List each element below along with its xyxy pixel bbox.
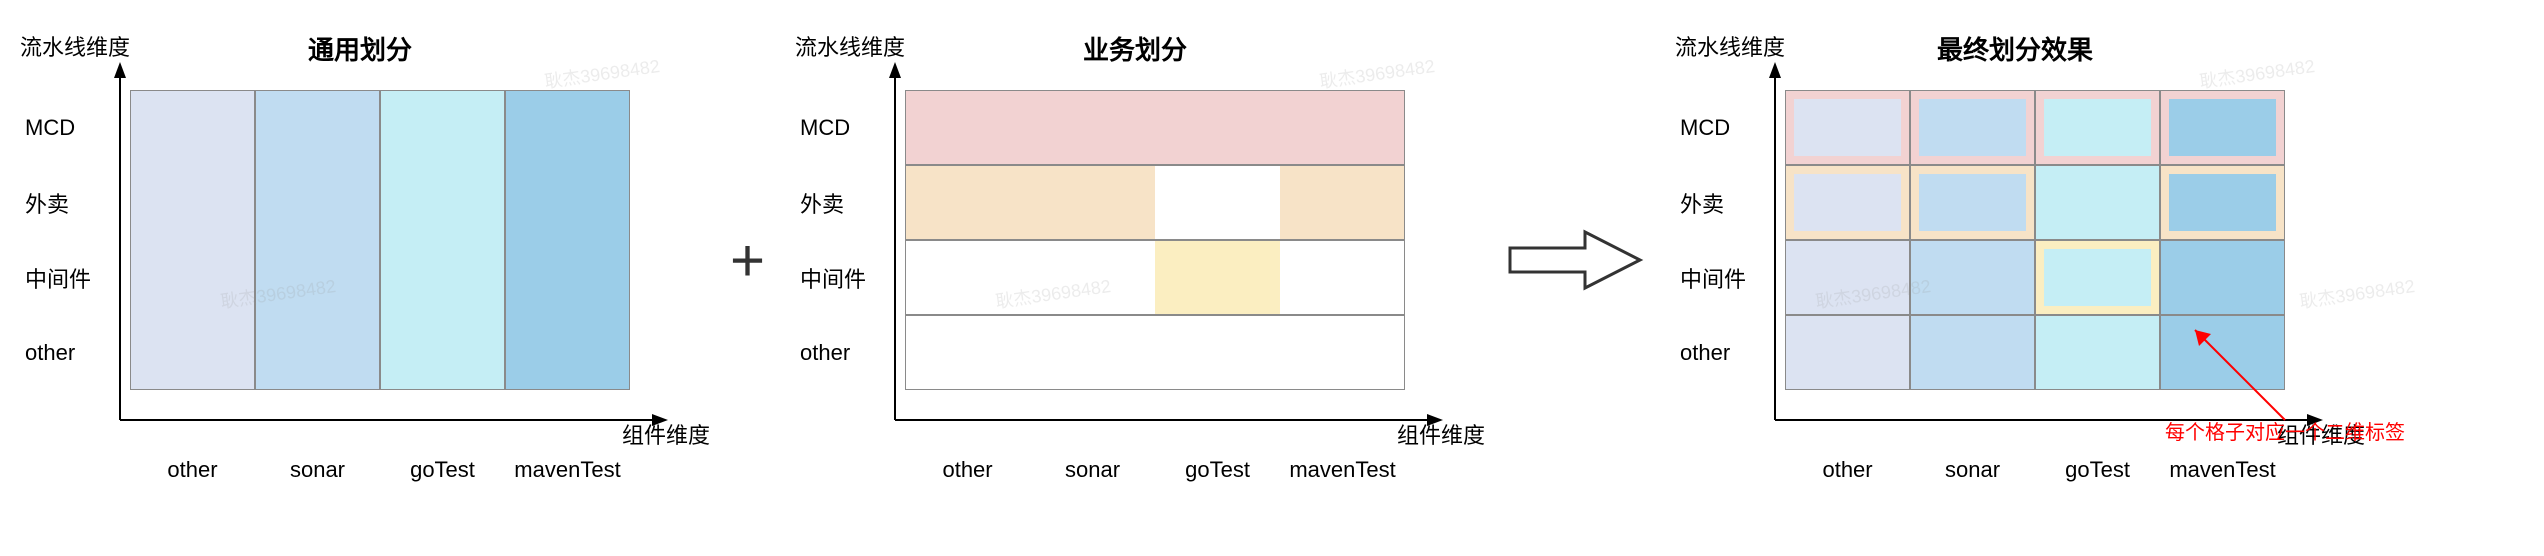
- x-tick: sonar: [1030, 450, 1155, 490]
- grid-cell: [1155, 166, 1280, 239]
- row-band: [905, 90, 1405, 165]
- grid-cell: [1280, 166, 1405, 239]
- x-tick: sonar: [1910, 450, 2035, 490]
- callout-text: 每个格子对应一个二维标签: [2165, 416, 2405, 445]
- grid-cell: [2035, 315, 2160, 390]
- x-tick: goTest: [380, 450, 505, 490]
- grid-cell: [1031, 316, 1156, 389]
- grid-cell: [1031, 91, 1156, 164]
- arrow-operator: [1505, 220, 1645, 300]
- grid-cell: [1280, 316, 1405, 389]
- y-tick: 中间件: [795, 240, 885, 315]
- grid-cell: [906, 91, 1031, 164]
- row-band: [905, 165, 1405, 240]
- panel2-grid: [905, 90, 1405, 390]
- inner-box: [2169, 174, 2276, 231]
- x-tick: mavenTest: [1280, 450, 1405, 490]
- grid-cell: [1031, 241, 1156, 314]
- column-band: [505, 90, 630, 390]
- diagram-container: 流水线维度 通用划分 MCD 外卖 中间件 other other sonar …: [20, 20, 2524, 500]
- panel-final: 流水线维度 最终划分效果 MCD 外卖 中间件 other other sona…: [1675, 20, 2355, 500]
- x-tick: sonar: [255, 450, 380, 490]
- grid-cell: [2160, 165, 2285, 240]
- panel1-grid: [130, 90, 630, 390]
- x-tick: other: [905, 450, 1030, 490]
- y-tick: MCD: [1675, 90, 1765, 165]
- y-tick: MCD: [20, 90, 110, 165]
- y-tick: other: [1675, 315, 1765, 390]
- grid-cell: [1910, 315, 2035, 390]
- grid-cell: [1031, 166, 1156, 239]
- x-ticks: other sonar goTest mavenTest: [1785, 450, 2285, 490]
- grid-cell: [2035, 165, 2160, 240]
- column-band: [130, 90, 255, 390]
- y-tick: 中间件: [20, 240, 110, 315]
- grid-cell: [2160, 90, 2285, 165]
- inner-box: [2044, 99, 2151, 156]
- grid-cell: [1910, 90, 2035, 165]
- x-axis-label: 组件维度: [1397, 418, 1485, 450]
- inner-box: [1919, 174, 2026, 231]
- grid-cell: [1155, 316, 1280, 389]
- x-tick: goTest: [1155, 450, 1280, 490]
- inner-box: [2044, 174, 2151, 231]
- row-band: [905, 315, 1405, 390]
- inner-box: [1794, 324, 1901, 381]
- inner-box: [1919, 249, 2026, 306]
- y-tick: 外卖: [795, 165, 885, 240]
- y-ticks: MCD 外卖 中间件 other: [1675, 90, 1765, 390]
- grid-cell: [2160, 240, 2285, 315]
- inner-box: [2169, 249, 2276, 306]
- grid-cell: [1280, 91, 1405, 164]
- panel-business: 流水线维度 业务划分 MCD 外卖 中间件 other other sonar …: [795, 20, 1475, 500]
- panel-generic: 流水线维度 通用划分 MCD 外卖 中间件 other other sonar …: [20, 20, 700, 500]
- y-tick: other: [20, 315, 110, 390]
- inner-box: [1794, 174, 1901, 231]
- grid-cell: [2035, 240, 2160, 315]
- grid-cell: [1155, 91, 1280, 164]
- column-band: [255, 90, 380, 390]
- x-tick: mavenTest: [2160, 450, 2285, 490]
- grid-cell: [1785, 240, 1910, 315]
- grid-cell: [906, 316, 1031, 389]
- x-axis-label: 组件维度: [622, 418, 710, 450]
- grid-cell: [1785, 315, 1910, 390]
- grid-cell: [1910, 240, 2035, 315]
- grid-cell: [906, 241, 1031, 314]
- x-tick: other: [1785, 450, 1910, 490]
- inner-box: [2169, 99, 2276, 156]
- arrow-icon: [1505, 220, 1645, 300]
- y-ticks: MCD 外卖 中间件 other: [20, 90, 110, 390]
- column-band: [380, 90, 505, 390]
- plus-operator: +: [730, 226, 765, 295]
- y-tick: 外卖: [1675, 165, 1765, 240]
- grid-cell: [1785, 165, 1910, 240]
- grid-cell: [906, 166, 1031, 239]
- inner-box: [1794, 249, 1901, 306]
- grid-cell: [2035, 90, 2160, 165]
- inner-box: [1919, 324, 2026, 381]
- x-tick: goTest: [2035, 450, 2160, 490]
- inner-box: [2044, 324, 2151, 381]
- row-band: [905, 240, 1405, 315]
- callout-arrow-icon: [2175, 310, 2295, 430]
- y-tick: other: [795, 315, 885, 390]
- grid-cell: [1785, 90, 1910, 165]
- y-ticks: MCD 外卖 中间件 other: [795, 90, 885, 390]
- x-tick: mavenTest: [505, 450, 630, 490]
- grid-cell: [1155, 241, 1280, 314]
- inner-box: [1919, 99, 2026, 156]
- y-tick: 中间件: [1675, 240, 1765, 315]
- x-tick: other: [130, 450, 255, 490]
- x-ticks: other sonar goTest mavenTest: [905, 450, 1405, 490]
- y-tick: MCD: [795, 90, 885, 165]
- grid-cell: [1910, 165, 2035, 240]
- grid-cell: [1280, 241, 1405, 314]
- inner-box: [1794, 99, 1901, 156]
- x-ticks: other sonar goTest mavenTest: [130, 450, 630, 490]
- inner-box: [2044, 249, 2151, 306]
- y-tick: 外卖: [20, 165, 110, 240]
